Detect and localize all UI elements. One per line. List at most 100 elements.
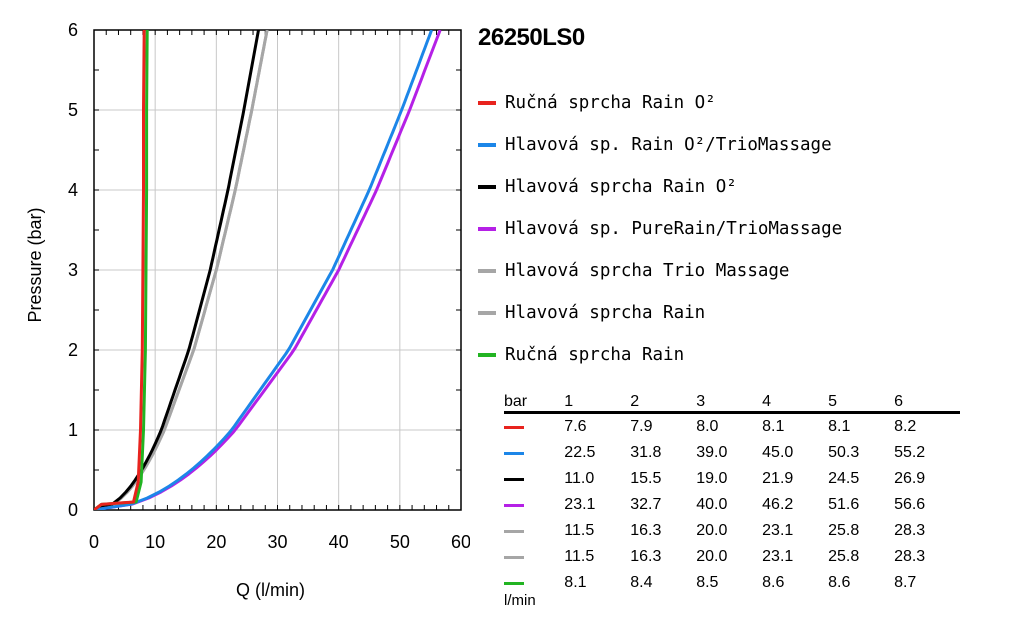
table-cell: 40.0	[696, 496, 728, 513]
legend-item: Hlavová sprcha Trio Massage	[478, 250, 842, 292]
table-cell: 28.3	[894, 548, 926, 565]
table-cell: 20.0	[696, 548, 728, 565]
y-tick-label: 5	[68, 100, 78, 120]
table-cell: 11.5	[564, 548, 595, 565]
legend-swatch	[478, 311, 496, 315]
table-row-color	[504, 477, 524, 481]
legend-label: Hlavová sprcha Trio Massage	[505, 261, 790, 281]
table-row: 23.1 32.7 40.0 46.2 51.6 56.6	[504, 492, 960, 518]
table-cell: 8.1	[564, 574, 587, 591]
y-tick-label: 3	[68, 260, 78, 280]
legend-label: Hlavová sp. Rain O²/TrioMassage	[505, 135, 832, 155]
table-column-header: 1	[564, 393, 574, 410]
chart-legend: Ručná sprcha Rain O² Hlavová sp. Rain O²/…	[478, 82, 842, 376]
table-cell: 8.5	[696, 574, 719, 591]
table-row-color	[504, 425, 524, 429]
table-row-swatch	[504, 555, 564, 559]
table-cell: 46.2	[762, 496, 794, 513]
table-cell: 45.0	[762, 444, 794, 461]
flow-table: bar 1 2 3 4 5 6 7.6 7.9 8.0 8.1 8.1 8.2 22.5 31.8 39.…	[504, 392, 960, 596]
x-tick-label: 50	[390, 532, 410, 552]
table-cell: 21.9	[762, 470, 794, 487]
table-cell: 50.3	[828, 444, 860, 461]
y-tick-label: 4	[68, 180, 78, 200]
series-line	[94, 30, 146, 510]
table-row-color	[504, 503, 524, 507]
legend-item: Hlavová sprcha Rain	[478, 292, 842, 334]
table-cell: 16.3	[630, 548, 662, 565]
legend-item: Hlavová sp. PureRain/TrioMassage	[478, 208, 842, 250]
table-row-swatch	[504, 477, 564, 481]
table-cell: 7.9	[630, 418, 653, 435]
table-column-header: 5	[828, 393, 838, 410]
table-cell: 32.7	[630, 496, 662, 513]
table-row: 11.5 16.3 20.0 23.1 25.8 28.3	[504, 518, 960, 544]
y-tick-label: 6	[68, 20, 78, 40]
legend-item: Hlavová sprcha Rain O²	[478, 166, 842, 208]
legend-swatch	[478, 101, 496, 105]
pressure-flow-chart: 0 10 20 30 40 50 60 0 1 2 3 4 5 6 Q (l/min) Pressure (b…	[25, 20, 470, 600]
legend-item: Hlavová sp. Rain O²/TrioMassage	[478, 124, 842, 166]
legend-swatch	[478, 227, 496, 231]
table-row: 11.0 15.5 19.0 21.9 24.5 26.9	[504, 466, 960, 492]
table-row: 11.5 16.3 20.0 23.1 25.8 28.3	[504, 544, 960, 570]
table-column-header: 6	[894, 393, 903, 410]
legend-swatch	[478, 143, 496, 147]
table-row-color	[504, 529, 524, 533]
table-row: 8.1 8.4 8.5 8.6 8.6 8.7	[504, 570, 960, 596]
legend-swatch	[478, 185, 496, 189]
series-line	[94, 30, 260, 510]
table-cell: 56.6	[894, 496, 926, 513]
table-cell: 31.8	[630, 444, 662, 461]
table-cell: 23.1	[564, 496, 596, 513]
table-cell: 20.0	[696, 522, 728, 539]
legend-label: Hlavová sprcha Rain	[505, 303, 706, 323]
table-row-color	[504, 555, 524, 559]
x-tick-label: 20	[206, 532, 226, 552]
table-cell: 19.0	[696, 470, 728, 487]
plot-frame	[93, 29, 462, 511]
table-row-swatch	[504, 581, 564, 585]
table-row-swatch	[504, 529, 564, 533]
y-tick-label: 0	[68, 500, 78, 520]
legend-item: Ručná sprcha Rain O²	[478, 82, 842, 124]
table-cell: 28.3	[894, 522, 926, 539]
table-cell: 55.2	[894, 444, 926, 461]
y-tick-label: 1	[68, 420, 78, 440]
table-cell: 8.1	[762, 418, 785, 435]
series-line	[94, 30, 269, 510]
table-cell: 16.3	[630, 522, 662, 539]
table-unit-bar: bar	[504, 393, 528, 410]
x-tick-label: 30	[267, 532, 287, 552]
table-cell: 8.1	[828, 418, 851, 435]
table-cell: 25.8	[828, 548, 860, 565]
table-row-swatch	[504, 425, 564, 429]
table-row-swatch	[504, 451, 564, 455]
legend-label: Ručná sprcha Rain O²	[505, 93, 716, 113]
table-row-color	[504, 581, 524, 585]
x-axis-label: Q (l/min)	[236, 580, 305, 600]
x-tick-label: 0	[89, 532, 99, 552]
product-title: 26250LS0	[478, 24, 585, 51]
table-cell: 23.1	[762, 522, 794, 539]
table-cell: 8.7	[894, 574, 917, 591]
table-cell: 11.5	[564, 522, 595, 539]
x-tick-label: 60	[451, 532, 470, 552]
table-row-swatch	[504, 503, 564, 507]
table-row: 22.5 31.8 39.0 45.0 50.3 55.2	[504, 440, 960, 466]
table-column-header: 4	[762, 393, 772, 410]
x-tick-label: 10	[145, 532, 165, 552]
legend-label: Hlavová sprcha Rain O²	[505, 177, 737, 197]
table-cell: 15.5	[630, 470, 662, 487]
table-cell: 8.2	[894, 418, 917, 435]
legend-swatch	[478, 269, 496, 273]
table-body: 7.6 7.9 8.0 8.1 8.1 8.2 22.5 31.8 39.0 45.0 50.3 55…	[504, 414, 960, 596]
table-cell: 8.0	[696, 418, 719, 435]
y-tick-label: 2	[68, 340, 78, 360]
series-line	[94, 30, 434, 510]
x-tick-label: 40	[329, 532, 349, 552]
table-cell: 11.0	[564, 470, 595, 487]
table-cell: 22.5	[564, 444, 596, 461]
table-cell: 23.1	[762, 548, 794, 565]
table-cell: 26.9	[894, 470, 926, 487]
